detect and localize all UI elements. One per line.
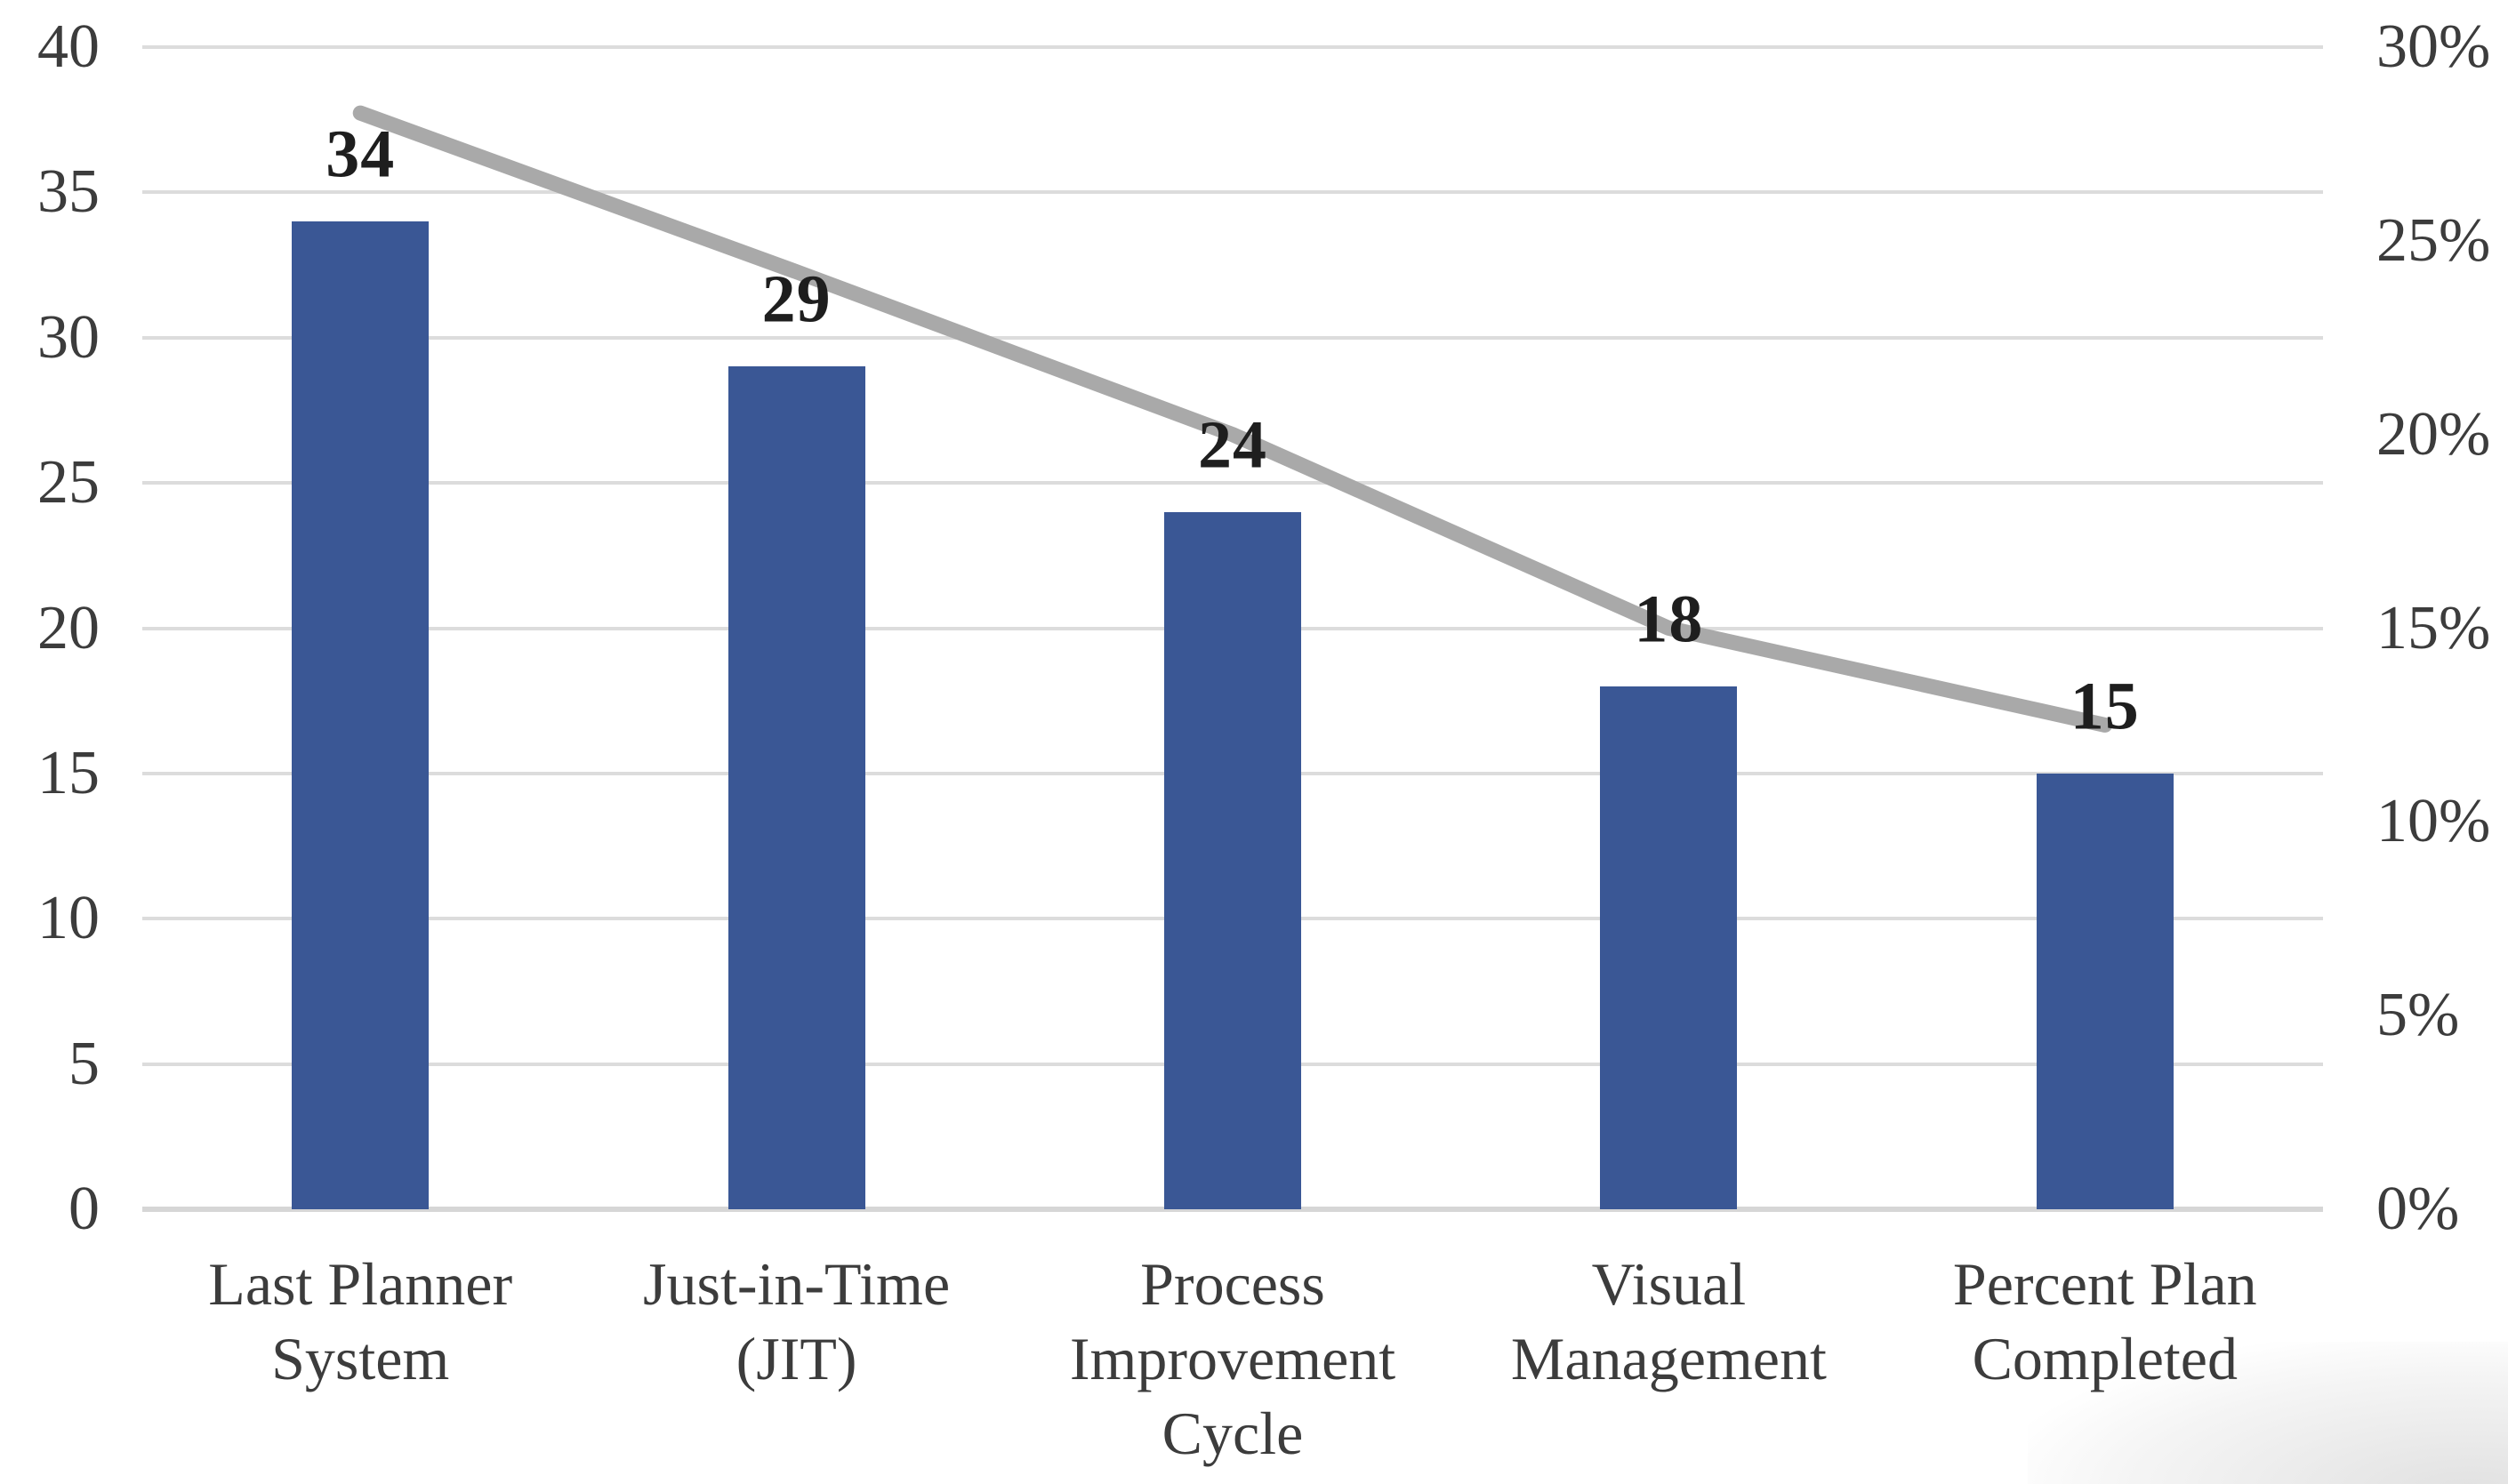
gridline-0 <box>142 1207 2323 1212</box>
left-axis-tick-5: 5 <box>68 1029 100 1098</box>
right-axis-tick-25: 25% <box>2376 205 2491 275</box>
category-label-line: Just-in-Time <box>643 1250 951 1318</box>
category-label-last-planner-system: Last Planner System <box>142 1247 578 1396</box>
data-label-process-improvement-cycle: 24 <box>1198 407 1267 483</box>
left-axis-tick-35: 35 <box>37 157 100 227</box>
category-label-line: Last Planner <box>208 1250 513 1318</box>
category-label-line: Cycle <box>1162 1400 1304 1467</box>
category-label-line: Visual <box>1591 1250 1747 1318</box>
category-label-line: System <box>271 1325 450 1392</box>
right-axis-tick-20: 20% <box>2376 399 2491 469</box>
category-label-line: Completed <box>1972 1325 2238 1392</box>
bar-just-in-time-jit <box>727 366 865 1209</box>
left-axis-tick-25: 25 <box>37 448 100 517</box>
data-label-last-planner-system: 34 <box>326 116 396 192</box>
left-axis-tick-10: 10 <box>37 884 100 953</box>
right-axis-tick-0: 0% <box>2376 1175 2460 1243</box>
category-label-line: (JIT) <box>736 1325 857 1392</box>
category-label-line: Management <box>1510 1325 1827 1392</box>
left-axis-tick-15: 15 <box>37 738 100 807</box>
left-axis-tick-20: 20 <box>37 593 100 662</box>
corner-shade <box>2028 1342 2508 1484</box>
category-label-line: Process <box>1140 1250 1325 1318</box>
right-axis-tick-10: 10% <box>2376 787 2491 856</box>
data-label-just-in-time-jit: 29 <box>761 261 832 337</box>
bar-percent-plan-completed <box>2036 773 2174 1209</box>
data-label-visual-management: 18 <box>1634 582 1704 657</box>
trend-line-path <box>352 105 2113 733</box>
category-label-line: Improvement <box>1069 1325 1396 1392</box>
category-label-visual-management: Visual Management <box>1451 1247 1886 1396</box>
gridline-35 <box>142 190 2323 195</box>
category-label-process-improvement-cycle: Process Improvement Cycle <box>1015 1247 1451 1471</box>
data-label-percent-plan-completed: 15 <box>2070 669 2140 744</box>
bar-visual-management <box>1600 686 1738 1209</box>
right-axis-tick-5: 5% <box>2376 981 2460 1050</box>
right-axis-tick-30: 30% <box>2376 12 2491 81</box>
gridline-25 <box>142 481 2323 485</box>
bar-process-improvement-cycle <box>1164 511 1301 1209</box>
category-label-percent-plan-completed: Percent Plan Completed <box>1887 1247 2323 1396</box>
left-axis-tick-0: 0 <box>68 1175 100 1243</box>
gridline-40 <box>142 45 2323 49</box>
right-axis-tick-15: 15% <box>2376 593 2491 662</box>
left-axis-tick-40: 40 <box>37 12 100 81</box>
category-label-line: Percent Plan <box>1952 1250 2257 1318</box>
bar-last-planner-system <box>292 221 430 1209</box>
left-axis-tick-30: 30 <box>37 302 100 372</box>
gridline-30 <box>142 335 2323 340</box>
category-label-just-in-time-jit: Just-in-Time (JIT) <box>578 1247 1014 1396</box>
